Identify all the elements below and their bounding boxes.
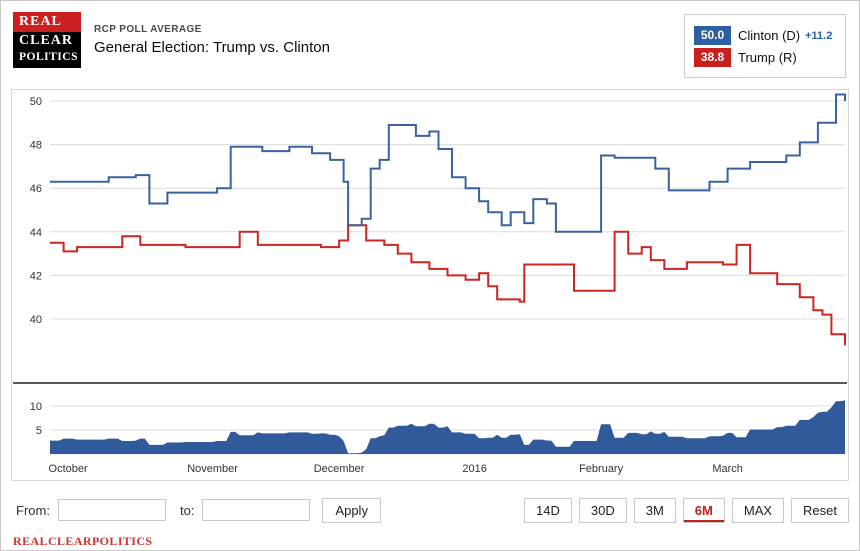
x-axis-label: December bbox=[314, 463, 365, 475]
x-axis-label: March bbox=[712, 463, 743, 475]
range-button-30d[interactable]: 30D bbox=[578, 497, 627, 523]
y-axis-label: 5 bbox=[36, 425, 42, 437]
y-axis-label: 50 bbox=[30, 96, 42, 108]
y-axis-label: 10 bbox=[30, 401, 42, 413]
x-axis-label: November bbox=[187, 463, 238, 475]
realclearpolitics-link[interactable]: REALCLEARPOLITICS bbox=[13, 534, 153, 548]
legend-row-clinton: 50.0 Clinton (D) +11.2 bbox=[694, 26, 836, 45]
date-range-controls: From: to: Apply 14D 30D 3M 6M MAX Reset bbox=[11, 495, 849, 525]
trump-line bbox=[50, 224, 846, 346]
x-axis-label: 2016 bbox=[462, 463, 486, 475]
rcp-logo-real: REAL bbox=[13, 12, 81, 32]
range-button-max[interactable]: MAX bbox=[731, 497, 785, 523]
from-date-input[interactable] bbox=[57, 499, 166, 521]
clinton-value-badge: 50.0 bbox=[694, 26, 731, 45]
range-button-6m[interactable]: 6M bbox=[682, 497, 725, 523]
page-title: General Election: Trump vs. Clinton bbox=[94, 39, 330, 56]
from-label: From: bbox=[16, 502, 50, 518]
y-axis-label: 44 bbox=[30, 227, 42, 239]
x-axis-label: October bbox=[49, 463, 88, 475]
y-axis-label: 42 bbox=[30, 270, 42, 282]
legend-row-trump: 38.8 Trump (R) bbox=[694, 48, 836, 67]
poll-trend-chart[interactable]: 40 42 44 46 48 50 5 10 October November December 20… bbox=[12, 90, 848, 480]
range-button-3m[interactable]: 3M bbox=[633, 497, 676, 523]
y-axis-label: 48 bbox=[30, 140, 42, 152]
rcp-logo-clear: CLEAR bbox=[19, 33, 74, 48]
clinton-line bbox=[50, 93, 846, 233]
y-axis-label: 46 bbox=[30, 183, 42, 195]
reset-button[interactable]: Reset bbox=[791, 497, 849, 523]
trump-label: Trump (R) bbox=[738, 50, 797, 65]
legend: 50.0 Clinton (D) +11.2 38.8 Trump (R) bbox=[684, 14, 846, 78]
y-axis-label: 40 bbox=[30, 314, 42, 326]
spread-area bbox=[50, 400, 845, 454]
rcp-logo: REAL CLEAR POLITICS bbox=[13, 12, 81, 68]
clinton-spread-delta: +11.2 bbox=[805, 29, 833, 42]
poll-average-kicker: RCP POLL AVERAGE bbox=[94, 24, 202, 35]
range-button-14d[interactable]: 14D bbox=[524, 497, 572, 523]
rcp-logo-politics: POLITICS bbox=[19, 51, 78, 63]
range-button-group: 14D 30D 3M 6M MAX Reset bbox=[517, 497, 849, 523]
clinton-label: Clinton (D) bbox=[738, 28, 801, 43]
x-axis-label: February bbox=[579, 463, 624, 475]
trump-value-badge: 38.8 bbox=[694, 48, 731, 67]
apply-button[interactable]: Apply bbox=[322, 497, 381, 523]
to-label: to: bbox=[179, 502, 195, 518]
to-date-input[interactable] bbox=[202, 499, 311, 521]
chart-area: 40 42 44 46 48 50 5 10 October November December 20… bbox=[11, 89, 849, 481]
